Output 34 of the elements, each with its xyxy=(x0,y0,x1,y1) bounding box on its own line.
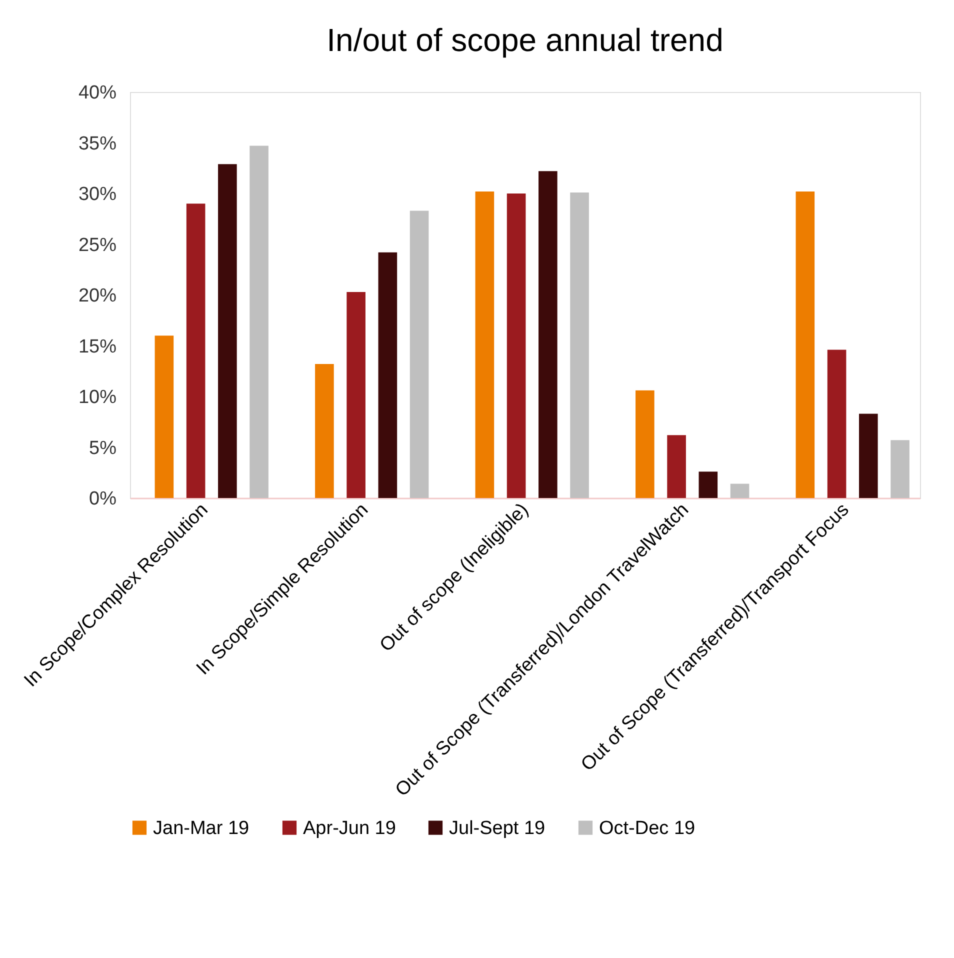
bar xyxy=(796,191,815,498)
bar xyxy=(410,210,429,498)
bar xyxy=(859,414,878,498)
y-tick-label: 20% xyxy=(78,286,117,306)
bar xyxy=(698,472,718,498)
bar xyxy=(315,364,334,498)
y-tick-label: 15% xyxy=(78,336,117,358)
legend-label: Oct-Dec 19 xyxy=(599,818,696,839)
bar xyxy=(154,336,174,498)
legend-label: Jul-Sept 19 xyxy=(449,818,546,839)
y-tick-label: 5% xyxy=(89,438,117,459)
y-tick-label: 35% xyxy=(78,133,117,154)
bar xyxy=(636,390,654,498)
bar xyxy=(346,292,366,498)
y-tick-label: 25% xyxy=(78,234,117,256)
bar xyxy=(378,252,398,498)
legend-label: Apr-Jun 19 xyxy=(303,818,396,839)
y-tick-label: 10% xyxy=(78,387,117,408)
bar xyxy=(890,440,910,498)
y-tick-label: 0% xyxy=(89,488,117,510)
y-tick-label: 40% xyxy=(78,82,117,104)
bar xyxy=(506,194,526,498)
bar xyxy=(186,204,206,498)
bar xyxy=(218,164,237,498)
y-tick-label: 30% xyxy=(78,184,117,205)
bar xyxy=(667,435,686,498)
bar xyxy=(570,192,589,498)
bar xyxy=(730,484,750,498)
bar xyxy=(538,171,558,498)
bar xyxy=(250,146,268,498)
legend-label: Jan-Mar 19 xyxy=(153,818,250,839)
bar xyxy=(475,191,494,498)
bar xyxy=(827,350,846,498)
chart-title: In/out of scope annual trend xyxy=(326,22,724,58)
